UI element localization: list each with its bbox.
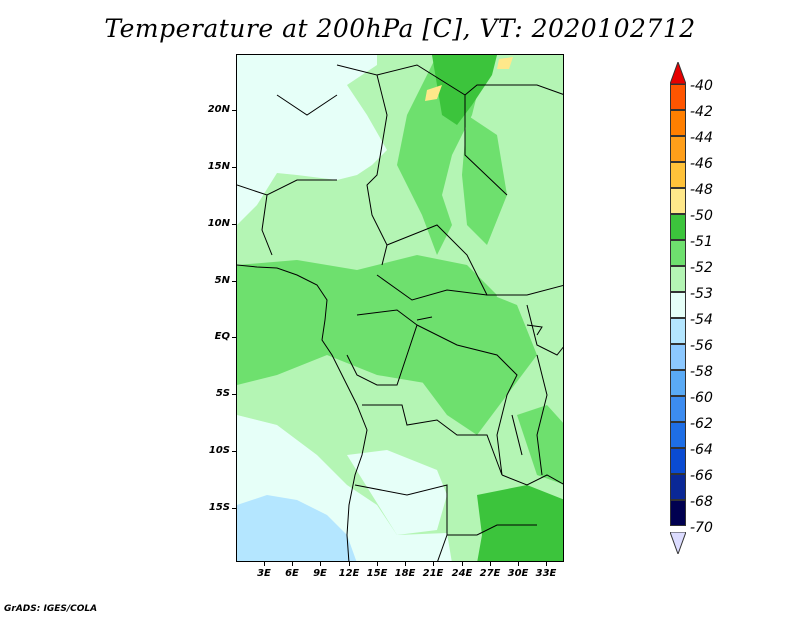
colorbar-swatch xyxy=(670,240,686,266)
lon-label-33e: 33E xyxy=(535,568,557,579)
colorbar-swatch xyxy=(670,84,686,110)
colorbar-swatch xyxy=(670,214,686,240)
temperature-map xyxy=(237,55,563,561)
shading-pale-center-south xyxy=(347,450,447,535)
lat-tick xyxy=(232,508,236,509)
lon-tick xyxy=(546,562,547,566)
colorbar-swatch xyxy=(670,422,686,448)
colorbar-label: -54 xyxy=(690,312,713,328)
colorbar-swatch xyxy=(670,448,686,474)
lat-label-5s: 5S xyxy=(215,388,230,399)
colorbar-label: -52 xyxy=(690,260,713,276)
lat-label-5n: 5N xyxy=(214,275,230,286)
colorbar-label: -68 xyxy=(690,494,713,510)
colorbar-label: -66 xyxy=(690,468,713,484)
lon-label-3e: 3E xyxy=(257,568,271,579)
shading-green-northeast xyxy=(462,115,507,245)
lakes xyxy=(416,316,543,456)
lon-tick xyxy=(292,562,293,566)
lat-tick xyxy=(232,451,236,452)
colorbar-swatch xyxy=(670,162,686,188)
lat-label-20n: 20N xyxy=(207,104,230,115)
shading-dark-green-south xyxy=(477,485,563,561)
lat-tick xyxy=(232,224,236,225)
colorbar-swatch xyxy=(670,370,686,396)
lon-tick xyxy=(490,562,491,566)
colorbar-label: -60 xyxy=(690,390,713,406)
map-title: Temperature at 200hPa [C], VT: 202010271… xyxy=(104,14,696,43)
colorbar-swatch xyxy=(670,474,686,500)
shading-dark-green-north xyxy=(432,55,497,125)
colorbar-label: -51 xyxy=(690,234,713,250)
shading-warm-spot-1 xyxy=(425,85,442,101)
colorbar-swatch xyxy=(670,500,686,526)
colorbar-label: -44 xyxy=(690,130,713,146)
lon-label-9e: 9E xyxy=(313,568,327,579)
lon-label-15e: 15E xyxy=(366,568,388,579)
colorbar-swatch xyxy=(670,318,686,344)
lon-tick xyxy=(377,562,378,566)
lon-label-30e: 30E xyxy=(507,568,529,579)
lat-tick xyxy=(232,394,236,395)
lat-tick xyxy=(232,337,236,338)
shading-light-blue xyxy=(237,495,357,561)
lon-tick xyxy=(264,562,265,566)
lat-label-15s: 15S xyxy=(208,502,230,513)
colorbar-label: -64 xyxy=(690,442,713,458)
lon-label-18e: 18E xyxy=(394,568,416,579)
country-borders xyxy=(237,64,563,561)
colorbar-swatch xyxy=(670,110,686,136)
lat-label-eq: EQ xyxy=(214,331,230,342)
lat-tick xyxy=(232,110,236,111)
lon-tick xyxy=(433,562,434,566)
colorbar-label: -40 xyxy=(690,78,713,94)
shading-pale-north xyxy=(237,55,387,225)
lon-label-12e: 12E xyxy=(338,568,360,579)
colorbar-label: -70 xyxy=(690,520,713,536)
colorbar-swatch xyxy=(670,292,686,318)
lon-tick xyxy=(349,562,350,566)
lon-tick xyxy=(462,562,463,566)
colorbar-label: -42 xyxy=(690,104,713,120)
colorbar-label: -48 xyxy=(690,182,713,198)
colorbar-label: -46 xyxy=(690,156,713,172)
shading-green-east xyxy=(407,285,537,435)
colorbar-bottom-arrow xyxy=(670,532,686,554)
colorbar-top-arrow xyxy=(670,62,686,84)
colorbar-label: -53 xyxy=(690,286,713,302)
map-panel xyxy=(236,54,564,562)
lon-label-24e: 24E xyxy=(451,568,473,579)
lat-tick xyxy=(232,281,236,282)
lat-tick xyxy=(232,167,236,168)
lon-label-21e: 21E xyxy=(422,568,444,579)
colorbar-swatch xyxy=(670,188,686,214)
colorbar-swatch xyxy=(670,396,686,422)
credit-text: GrADS: IGES/COLA xyxy=(4,604,98,614)
lon-label-27e: 27E xyxy=(479,568,501,579)
colorbar-label: -56 xyxy=(690,338,713,354)
colorbar-label: -58 xyxy=(690,364,713,380)
lon-tick xyxy=(320,562,321,566)
lat-label-10s: 10S xyxy=(208,445,230,456)
colorbar-label: -62 xyxy=(690,416,713,432)
shading-green-southeast xyxy=(517,405,563,485)
colorbar-swatch xyxy=(670,136,686,162)
shading-warm-spot-2 xyxy=(497,57,513,69)
lon-label-6e: 6E xyxy=(285,568,299,579)
colorbar-swatch xyxy=(670,266,686,292)
lat-label-10n: 10N xyxy=(207,218,230,229)
lon-tick xyxy=(518,562,519,566)
lon-tick xyxy=(405,562,406,566)
lat-label-15n: 15N xyxy=(207,161,230,172)
colorbar-swatch xyxy=(670,344,686,370)
colorbar-label: -50 xyxy=(690,208,713,224)
